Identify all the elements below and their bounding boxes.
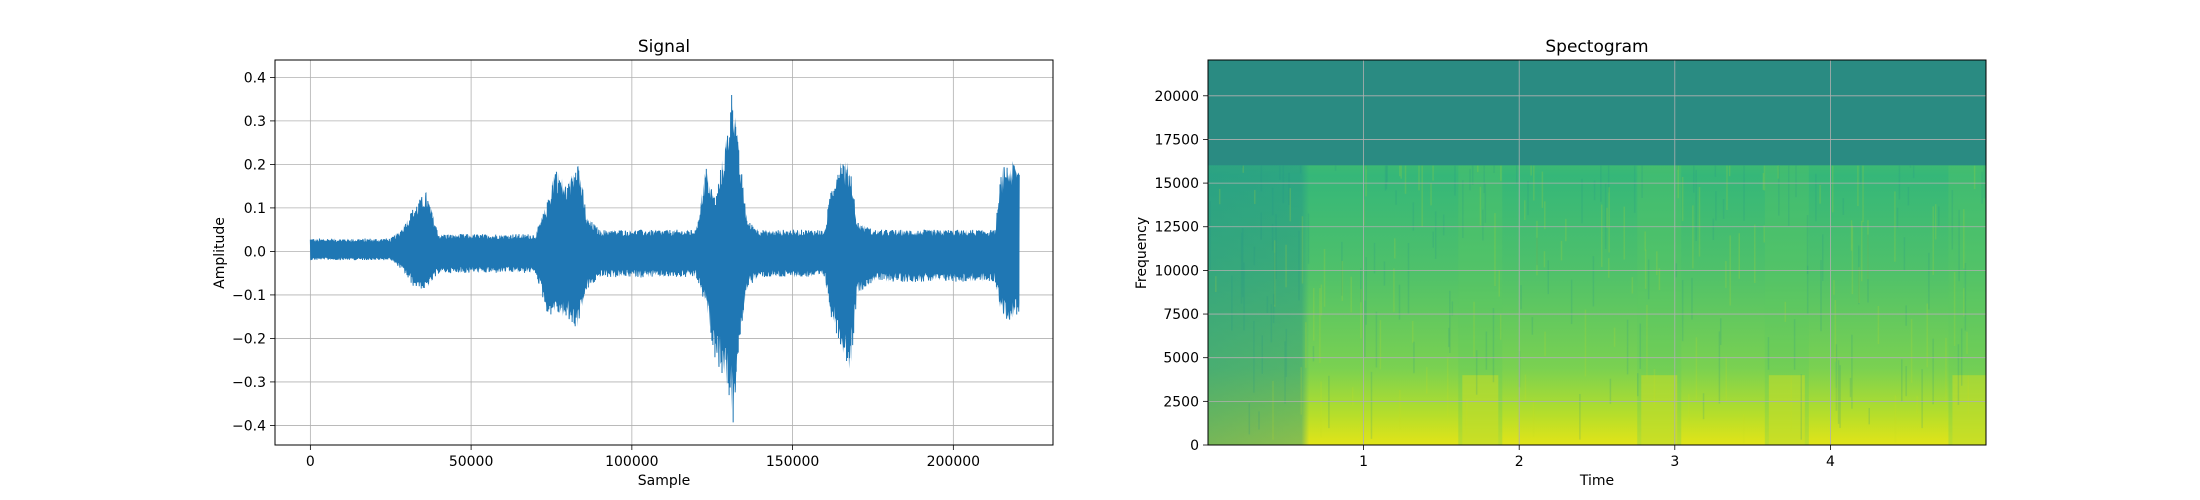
spectrogram-x-tick-label: 2	[1515, 454, 1524, 470]
spectrogram-loud-regions	[1458, 165, 1986, 445]
spectrogram-loud-band	[1637, 165, 1682, 445]
spectrogram-y-tick-label: 2500	[1163, 394, 1199, 410]
signal-axes-frame	[274, 59, 1054, 446]
signal-x-tick-label: 0	[306, 454, 315, 470]
spectrogram-y-tick-label: 12500	[1154, 220, 1199, 236]
signal-x-ticks: 0 50000 100000 150000 200000	[306, 445, 980, 470]
signal-y-ticks: −0.4 −0.3 −0.2 −0.1 0.0 0.1 0.2 0.3 0.4	[232, 70, 275, 434]
signal-chart: Signal 0 50000 100000 150000 200000 −0.4 −0.3…	[212, 37, 1054, 489]
signal-x-tick-label: 100000	[605, 454, 658, 470]
spectrogram-y-tick-label: 10000	[1154, 263, 1199, 279]
spectrogram-loud-band	[1764, 165, 1809, 445]
spectrogram-y-tick-label: 15000	[1154, 176, 1199, 192]
signal-y-tick-label: −0.3	[232, 375, 266, 391]
spectrogram-y-ticks: 0 2500 5000 7500 10000 12500 15000 17500 20000	[1154, 89, 1208, 454]
spectrogram-axes-frame	[1207, 59, 1987, 446]
spectrogram-loud-band	[1948, 165, 1986, 445]
spectrogram-x-axis-label: Time	[1579, 473, 1614, 489]
signal-y-tick-label: −0.2	[232, 331, 266, 347]
spectrogram-y-tick-label: 20000	[1154, 89, 1199, 105]
spectrogram-title: Spectogram	[1545, 37, 1648, 57]
spectrogram-chart: Spectogram 1 2 3 4 0 2500 5000 7500 10000 12500 1…	[1134, 37, 1987, 489]
spectrogram-loud-band	[1458, 165, 1503, 445]
signal-x-tick-label: 150000	[766, 454, 819, 470]
spectrogram-y-tick-label: 5000	[1163, 351, 1199, 367]
signal-y-tick-label: 0.4	[244, 70, 266, 86]
signal-y-axis-label: Amplitude	[212, 217, 228, 289]
spectrogram-texture	[1209, 165, 1985, 443]
spectrogram-y-tick-label: 17500	[1154, 132, 1199, 148]
spectrogram-loud-band-low	[1641, 375, 1678, 445]
signal-x-axis-label: Sample	[638, 473, 691, 489]
signal-title: Signal	[638, 37, 690, 57]
signal-y-tick-label: 0.2	[244, 157, 266, 173]
spectrogram-y-tick-label: 0	[1190, 438, 1199, 454]
spectrogram-grid	[1208, 60, 1986, 446]
spectrogram-quiet-region	[1208, 165, 1986, 445]
spectrogram-loud-band-low	[1462, 375, 1499, 445]
spectrogram-loud-band-low	[1952, 375, 1986, 445]
spectrogram-y-tick-label: 7500	[1163, 307, 1199, 323]
signal-x-tick-label: 200000	[927, 454, 980, 470]
spectrogram-x-tick-label: 1	[1359, 454, 1368, 470]
signal-y-tick-label: 0.3	[244, 114, 266, 130]
spectrogram-x-tick-label: 3	[1670, 454, 1679, 470]
spectrogram-x-ticks: 1 2 3 4	[1359, 445, 1835, 470]
signal-y-tick-label: −0.4	[232, 418, 266, 434]
spectrogram-loud-band-low	[1768, 375, 1805, 445]
signal-y-tick-label: 0.0	[244, 244, 266, 260]
spectrogram-x-tick-label: 4	[1826, 454, 1835, 470]
signal-waveform-line	[309, 94, 1020, 423]
spectrogram-y-axis-label: Frequency	[1134, 217, 1150, 289]
signal-x-tick-label: 50000	[449, 454, 494, 470]
signal-y-tick-label: 0.1	[244, 201, 266, 217]
signal-y-tick-label: −0.1	[232, 288, 266, 304]
